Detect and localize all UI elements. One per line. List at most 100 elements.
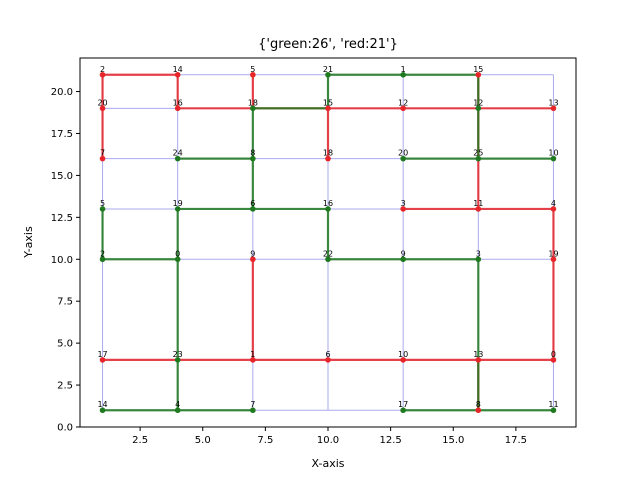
node-label: 12 bbox=[473, 98, 483, 107]
node-label: 8 bbox=[250, 149, 255, 158]
x-tick-label: 5.0 bbox=[195, 435, 211, 446]
green-node-marker bbox=[325, 256, 331, 263]
node-label: 0 bbox=[551, 350, 556, 359]
red-node-marker bbox=[174, 105, 181, 112]
node-label: 16 bbox=[323, 199, 333, 208]
y-axis-label: Y-axis bbox=[22, 226, 35, 259]
x-tick-label: 12.5 bbox=[379, 435, 401, 446]
node-label: 15 bbox=[473, 65, 483, 74]
green-node-marker bbox=[400, 155, 406, 162]
node-label: 19 bbox=[173, 199, 183, 208]
red-node-marker bbox=[400, 357, 406, 363]
node-label: 19 bbox=[548, 249, 558, 258]
node-label: 11 bbox=[473, 199, 483, 208]
red-node-marker bbox=[174, 71, 181, 78]
green-node-marker bbox=[250, 206, 256, 212]
red-node-marker bbox=[99, 105, 106, 112]
green-node-marker bbox=[174, 256, 181, 263]
red-node-marker bbox=[250, 256, 256, 263]
red-node-marker bbox=[550, 256, 557, 263]
green-node-marker bbox=[550, 155, 557, 162]
chart-title: {'green:26', 'red:21'} bbox=[258, 37, 398, 52]
y-tick-label: 2.5 bbox=[57, 381, 73, 392]
node-label: 21 bbox=[323, 65, 333, 74]
x-axis-label: X-axis bbox=[312, 457, 345, 470]
node-label: 1 bbox=[401, 65, 406, 74]
node-label: 15 bbox=[323, 98, 333, 107]
node-label: 20 bbox=[398, 149, 408, 158]
node-label: 25 bbox=[473, 149, 483, 158]
node-label: 22 bbox=[323, 249, 333, 258]
node-label: 0 bbox=[175, 249, 180, 258]
y-tick-label: 10.0 bbox=[51, 255, 73, 266]
node-label: 13 bbox=[473, 350, 483, 359]
green-node-marker bbox=[174, 407, 181, 414]
red-node-marker bbox=[250, 357, 256, 363]
node-label: 7 bbox=[250, 400, 255, 409]
series-lines bbox=[101, 73, 555, 412]
green-node-marker bbox=[99, 256, 106, 263]
red-node-marker bbox=[400, 206, 406, 212]
node-label: 6 bbox=[250, 199, 255, 208]
node-label: 23 bbox=[173, 350, 183, 359]
red-node-marker bbox=[550, 105, 557, 112]
red-node-marker bbox=[550, 357, 557, 363]
y-tick-label: 0.0 bbox=[57, 423, 73, 434]
red-node-marker bbox=[325, 357, 331, 363]
node-label: 17 bbox=[97, 350, 107, 359]
green-node-marker bbox=[174, 357, 181, 363]
node-label: 16 bbox=[173, 98, 183, 107]
node-label: 9 bbox=[401, 249, 406, 258]
node-label: 8 bbox=[476, 400, 481, 409]
red-node-marker bbox=[400, 105, 406, 112]
green-node-marker bbox=[250, 155, 256, 162]
y-tick-label: 17.5 bbox=[51, 129, 73, 140]
node-label: 18 bbox=[323, 149, 333, 158]
node-label: 2 bbox=[100, 65, 105, 74]
x-tick-label: 15.0 bbox=[442, 435, 464, 446]
node-label: 5 bbox=[250, 65, 255, 74]
red-node-marker bbox=[325, 155, 331, 162]
green-node-marker bbox=[400, 407, 406, 414]
y-tick-label: 15.0 bbox=[51, 171, 73, 182]
y-tick-label: 20.0 bbox=[51, 87, 73, 98]
red-node-marker bbox=[99, 155, 106, 162]
x-axis-ticks: 2.5 5.0 7.5 10.0 12.5 15.0 17.5 bbox=[132, 427, 527, 446]
green-node-marker bbox=[400, 71, 406, 78]
red-node-marker bbox=[99, 357, 106, 363]
node-label: 17 bbox=[398, 400, 408, 409]
green-node-marker bbox=[174, 155, 181, 162]
x-tick-label: 7.5 bbox=[257, 435, 273, 446]
red-node-marker bbox=[99, 71, 106, 78]
green-node-marker bbox=[475, 105, 482, 112]
red-node-marker bbox=[475, 71, 482, 78]
node-label: 1 bbox=[250, 350, 255, 359]
red-node-marker bbox=[250, 71, 256, 78]
y-tick-label: 12.5 bbox=[51, 213, 73, 224]
node-label: 11 bbox=[548, 400, 558, 409]
green-node-marker bbox=[99, 206, 106, 212]
node-label: 6 bbox=[325, 350, 330, 359]
node-label: 4 bbox=[551, 199, 556, 208]
green-node-marker bbox=[250, 105, 256, 112]
node-label: 9 bbox=[250, 249, 255, 258]
green-node-marker bbox=[475, 155, 482, 162]
node-label: 4 bbox=[175, 400, 180, 409]
y-tick-label: 7.5 bbox=[57, 297, 73, 308]
x-tick-label: 17.5 bbox=[505, 435, 527, 446]
y-tick-label: 5.0 bbox=[57, 339, 73, 350]
green-node-marker bbox=[325, 71, 331, 78]
y-axis-ticks: 0.0 2.5 5.0 7.5 10.0 12.5 15.0 17.5 20.0 bbox=[51, 87, 80, 434]
green-node-marker bbox=[325, 206, 331, 212]
node-label: 10 bbox=[548, 149, 558, 158]
node-label: 7 bbox=[100, 149, 105, 158]
green-node-marker bbox=[400, 256, 406, 263]
node-label: 3 bbox=[401, 199, 406, 208]
red-node-marker bbox=[475, 407, 482, 414]
node-label: 5 bbox=[100, 199, 105, 208]
node-label: 12 bbox=[398, 98, 408, 107]
x-tick-label: 2.5 bbox=[132, 435, 148, 446]
green-node-marker bbox=[99, 407, 106, 414]
